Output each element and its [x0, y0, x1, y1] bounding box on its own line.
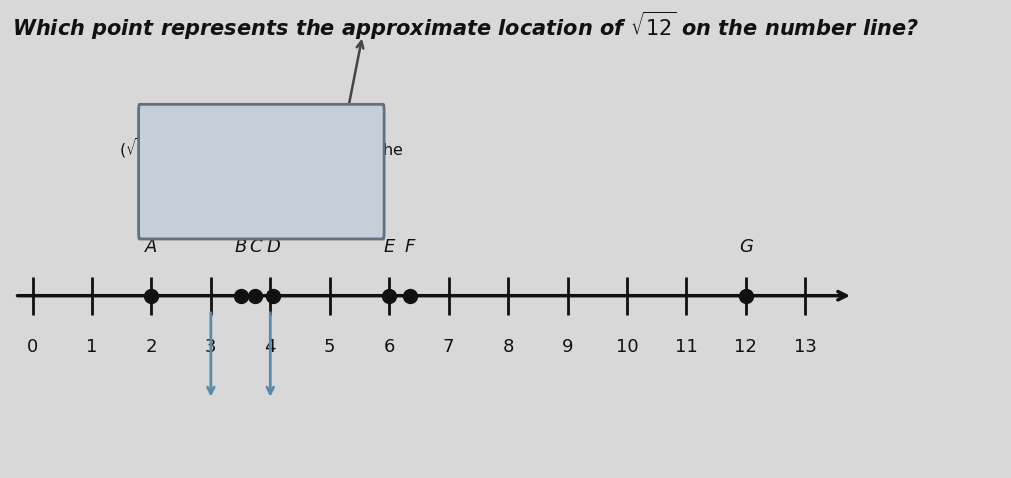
- Text: 8: 8: [502, 338, 514, 356]
- Text: C: C: [249, 238, 262, 256]
- Text: 5: 5: [324, 338, 336, 356]
- Text: 12: 12: [734, 338, 757, 356]
- Text: D: D: [266, 238, 280, 256]
- Text: A: A: [146, 238, 158, 256]
- Text: Which point represents the approximate location of $\sqrt{12}$ on the number lin: Which point represents the approximate l…: [11, 10, 919, 42]
- Text: 6: 6: [383, 338, 395, 356]
- Text: F: F: [404, 238, 416, 256]
- Text: B: B: [235, 238, 247, 256]
- Text: $(\sqrt{12})^2 = 12$, and 12 is between the: $(\sqrt{12})^2 = 12$, and 12 is between …: [119, 136, 403, 160]
- Text: 2: 2: [146, 338, 157, 356]
- Text: 9: 9: [562, 338, 573, 356]
- Text: 13: 13: [794, 338, 817, 356]
- Text: 10: 10: [616, 338, 638, 356]
- Text: 1: 1: [86, 338, 98, 356]
- FancyBboxPatch shape: [139, 104, 384, 239]
- Text: two perfect squares 9 and 16.: two perfect squares 9 and 16.: [141, 191, 382, 206]
- Text: 4: 4: [265, 338, 276, 356]
- Text: 0: 0: [27, 338, 38, 356]
- Text: 11: 11: [675, 338, 698, 356]
- Text: 7: 7: [443, 338, 454, 356]
- Text: G: G: [739, 238, 753, 256]
- Text: 3: 3: [205, 338, 216, 356]
- Text: E: E: [383, 238, 395, 256]
